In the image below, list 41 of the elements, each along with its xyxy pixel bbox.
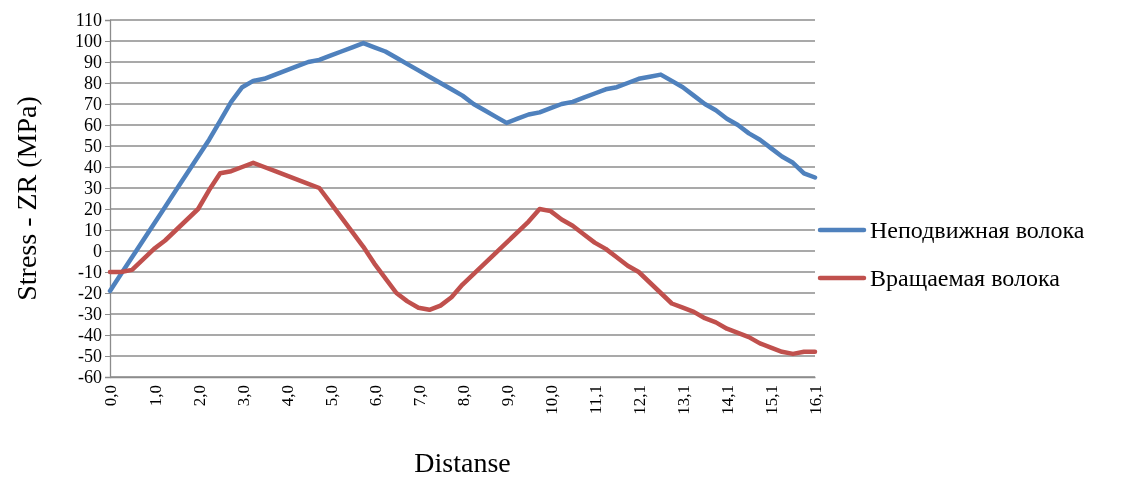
x-tick-label: 1,0 xyxy=(145,385,165,407)
y-tick-label: 30 xyxy=(84,178,102,199)
y-tick-label: 50 xyxy=(84,136,102,157)
x-tick-label: 13,1 xyxy=(674,385,694,415)
x-tick-label: 10,0 xyxy=(542,385,562,415)
y-tick-label: -40 xyxy=(78,325,102,346)
y-tick-label: 90 xyxy=(84,52,102,73)
x-axis-title: Distanse xyxy=(414,447,511,477)
y-tick-label: 40 xyxy=(84,157,102,178)
x-tick-label: 2,0 xyxy=(189,385,209,407)
legend-label: Вращаемая волока xyxy=(870,265,1061,292)
line-series xyxy=(107,40,818,294)
x-tick-label: 9,0 xyxy=(498,385,518,407)
x-tick-label: 15,1 xyxy=(762,385,782,415)
x-tick-label: 8,0 xyxy=(453,385,473,407)
y-tick-label: -30 xyxy=(78,304,102,325)
x-tick-label: 0,0 xyxy=(101,385,121,407)
x-tick-label: 5,0 xyxy=(321,385,341,407)
y-axis-title: Stress - ZR (MPa) xyxy=(11,96,42,301)
x-tick-label: 16,1 xyxy=(806,385,826,415)
x-tick-label: 7,0 xyxy=(409,385,429,407)
y-tick-label: -10 xyxy=(78,262,102,283)
x-tick-label: 12,1 xyxy=(630,385,650,415)
y-tick-label: 110 xyxy=(75,10,102,31)
legend-label: Неподвижная волока xyxy=(870,217,1085,244)
line-series xyxy=(107,160,818,357)
y-tick-label: 20 xyxy=(84,199,102,220)
x-tick-label: 6,0 xyxy=(365,385,385,407)
x-tick-label: 4,0 xyxy=(277,385,297,407)
x-tick-label: 11,1 xyxy=(586,385,606,415)
y-tick-label: 70 xyxy=(84,94,102,115)
y-tick-label: 60 xyxy=(84,115,102,136)
y-tick-label: -50 xyxy=(78,346,102,367)
y-tick-label: 0 xyxy=(93,241,102,262)
y-tick-label: 100 xyxy=(75,31,102,52)
x-tick-label: 3,0 xyxy=(233,385,253,407)
y-tick-label: -20 xyxy=(78,283,102,304)
y-tick-label: 80 xyxy=(84,73,102,94)
x-tick-label: 14,1 xyxy=(718,385,738,415)
y-tick-label: 10 xyxy=(84,220,102,241)
y-tick-label: -60 xyxy=(78,367,102,388)
